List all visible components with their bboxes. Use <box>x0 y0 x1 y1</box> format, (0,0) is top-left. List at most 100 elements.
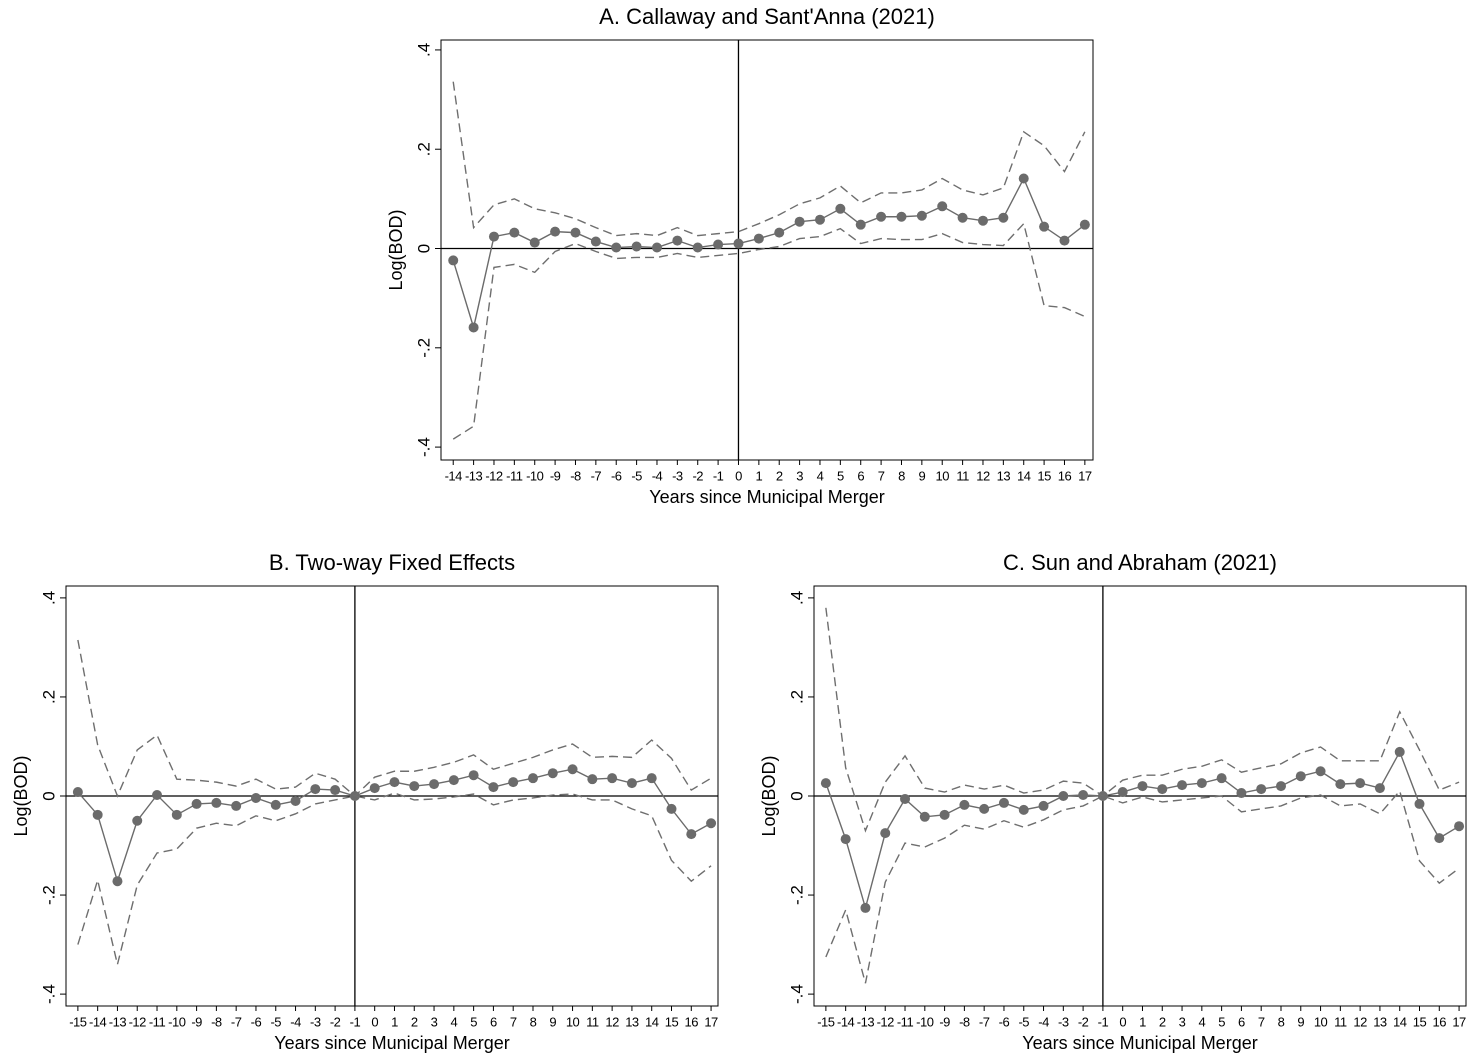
point <box>570 227 581 238</box>
x-tick-label: 4 <box>450 1014 457 1029</box>
x-tick-label: -10 <box>916 1014 934 1029</box>
point <box>429 779 440 790</box>
point <box>774 227 785 238</box>
x-tick-label: 16 <box>1058 468 1072 483</box>
point <box>1196 778 1207 789</box>
x-tick-label: 1 <box>1139 1014 1146 1029</box>
x-tick-label: -11 <box>149 1014 166 1029</box>
point <box>651 242 662 253</box>
x-axis-label: Years since Municipal Merger <box>649 487 884 507</box>
point <box>753 233 764 244</box>
x-tick-label: -4 <box>652 468 663 483</box>
point <box>900 793 911 804</box>
ci-line <box>825 607 1460 833</box>
x-tick-label: 17 <box>704 1014 718 1029</box>
point <box>998 212 1009 223</box>
y-tick-label: .2 <box>39 690 58 704</box>
x-tick-label: -7 <box>231 1014 242 1029</box>
y-tick-label: .4 <box>787 591 806 605</box>
x-tick-label: 10 <box>935 468 949 483</box>
x-tick-label: 10 <box>566 1014 580 1029</box>
x-tick-label: 11 <box>956 468 969 483</box>
ci-line <box>825 789 1460 984</box>
x-tick-label: 11 <box>1334 1014 1347 1029</box>
point <box>468 770 479 781</box>
point <box>587 774 598 785</box>
point <box>468 322 479 333</box>
x-tick-label: -15 <box>817 1014 835 1029</box>
point <box>211 797 222 808</box>
x-tick-label: 2 <box>1159 1014 1166 1029</box>
point <box>1079 219 1090 230</box>
x-tick-label: -11 <box>897 1014 914 1029</box>
y-tick-label: -.4 <box>414 437 433 457</box>
x-tick-label: -8 <box>959 1014 970 1029</box>
point <box>959 799 970 810</box>
x-tick-label: 15 <box>1037 468 1051 483</box>
y-axis-label: Log(BOD) <box>11 755 31 836</box>
x-tick-label: -9 <box>939 1014 950 1029</box>
point <box>692 242 703 253</box>
point <box>92 809 103 820</box>
point <box>876 211 887 222</box>
point <box>1434 833 1445 844</box>
point <box>1039 221 1050 232</box>
point <box>310 784 321 795</box>
point <box>855 219 866 230</box>
point <box>937 201 948 212</box>
x-tick-label: -9 <box>550 468 561 483</box>
point <box>1256 784 1267 795</box>
point <box>1137 781 1148 792</box>
point <box>1177 780 1188 791</box>
x-tick-label: -15 <box>69 1014 87 1029</box>
point <box>646 773 657 784</box>
point <box>840 834 851 845</box>
y-tick-label: .2 <box>787 690 806 704</box>
point <box>860 902 871 913</box>
x-tick-label: -11 <box>506 468 523 483</box>
x-tick-label: -8 <box>211 1014 222 1029</box>
x-tick-label: -2 <box>330 1014 341 1029</box>
x-tick-label: 5 <box>837 468 844 483</box>
x-tick-label: 15 <box>1413 1014 1427 1029</box>
x-tick-label: 12 <box>976 468 990 483</box>
x-tick-label: 4 <box>1198 1014 1205 1029</box>
chart-title: C. Sun and Abraham (2021) <box>1003 550 1277 575</box>
x-tick-label: -5 <box>1018 1014 1029 1029</box>
point <box>1295 771 1306 782</box>
x-tick-label: 13 <box>997 468 1011 483</box>
point <box>488 782 499 793</box>
x-tick-label: 1 <box>755 468 762 483</box>
point <box>231 800 242 811</box>
x-tick-label: -2 <box>1078 1014 1089 1029</box>
point <box>1117 787 1128 798</box>
x-tick-label: 17 <box>1452 1014 1466 1029</box>
point <box>1058 791 1069 801</box>
point <box>1374 783 1385 794</box>
x-tick-label: 12 <box>605 1014 619 1029</box>
x-tick-label: 2 <box>411 1014 418 1029</box>
x-tick-label: 5 <box>470 1014 477 1029</box>
point <box>611 242 622 253</box>
x-tick-label: 3 <box>796 468 803 483</box>
point <box>896 211 907 222</box>
x-tick-label: -1 <box>350 1014 361 1029</box>
point <box>330 785 341 796</box>
point <box>998 797 1009 808</box>
x-tick-label: 13 <box>1373 1014 1387 1029</box>
x-tick-label: 15 <box>665 1014 679 1029</box>
x-tick-label: 6 <box>857 468 864 483</box>
point <box>1414 798 1425 809</box>
x-tick-label: -10 <box>168 1014 186 1029</box>
x-tick-label: 8 <box>898 468 905 483</box>
x-tick-label: 4 <box>817 468 824 483</box>
y-tick-label: .4 <box>39 591 58 605</box>
point <box>290 795 301 806</box>
point <box>631 241 642 252</box>
x-tick-label: 8 <box>530 1014 537 1029</box>
x-tick-label: -1 <box>713 468 724 483</box>
y-tick-label: -.2 <box>787 885 806 905</box>
point <box>1335 779 1346 790</box>
ci-line <box>452 222 1086 440</box>
chart-title: A. Callaway and Sant'Anna (2021) <box>599 4 935 29</box>
